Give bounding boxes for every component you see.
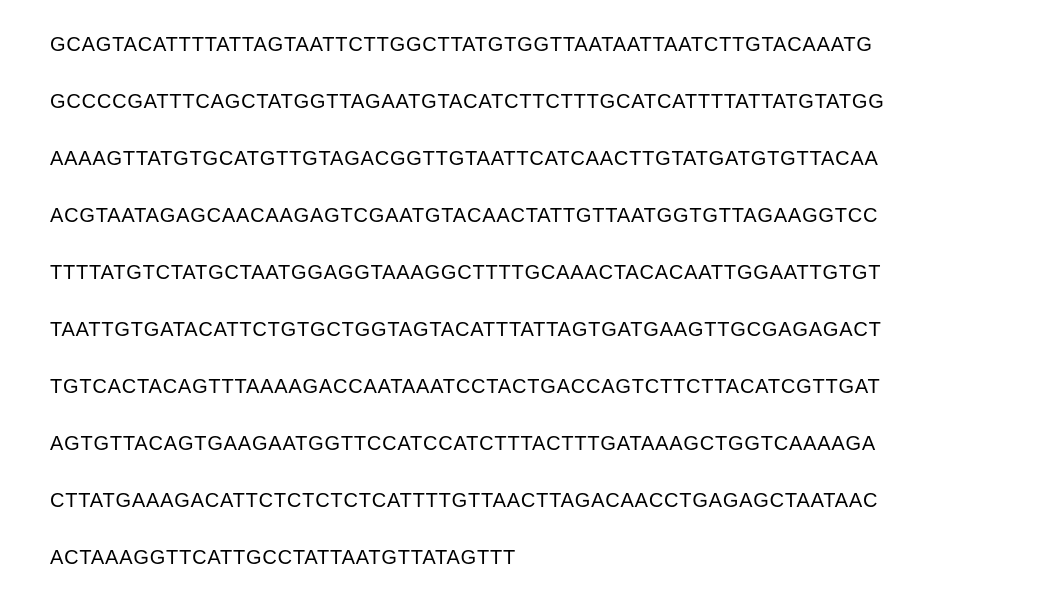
sequence-line: AAAAGTTATGTGCATGTTGTAGACGGTTGTAATTCATCAA…: [50, 149, 1008, 169]
dna-sequence-container: GCAGTACATTTTATTAGTAATTCTTGGCTTATGTGGTTAA…: [50, 35, 1008, 568]
sequence-line: AGTGTTACAGTGAAGAATGGTTCCATCCATCTTTACTTTG…: [50, 434, 1008, 454]
sequence-line: CTTATGAAAGACATTCTCTCTCTCATTTTGTTAACTTAGA…: [50, 491, 1008, 511]
sequence-line: TGTCACTACAGTTTAAAAGACCAATAAATCCTACTGACCA…: [50, 377, 1008, 397]
sequence-line: GCCCCGATTTCAGCTATGGTTAGAATGTACATCTTCTTTG…: [50, 92, 1008, 112]
sequence-line: ACGTAATAGAGCAACAAGAGTCGAATGTACAACTATTGTT…: [50, 206, 1008, 226]
sequence-line: TAATTGTGATACATTCTGTGCTGGTAGTACATTTATTAGT…: [50, 320, 1008, 340]
sequence-line: TTTTATGTCTATGCTAATGGAGGTAAAGGCTTTTGCAAAC…: [50, 263, 1008, 283]
sequence-line: GCAGTACATTTTATTAGTAATTCTTGGCTTATGTGGTTAA…: [50, 35, 1008, 55]
sequence-line: ACTAAAGGTTCATTGCCTATTAATGTTATAGTTT: [50, 548, 1008, 568]
